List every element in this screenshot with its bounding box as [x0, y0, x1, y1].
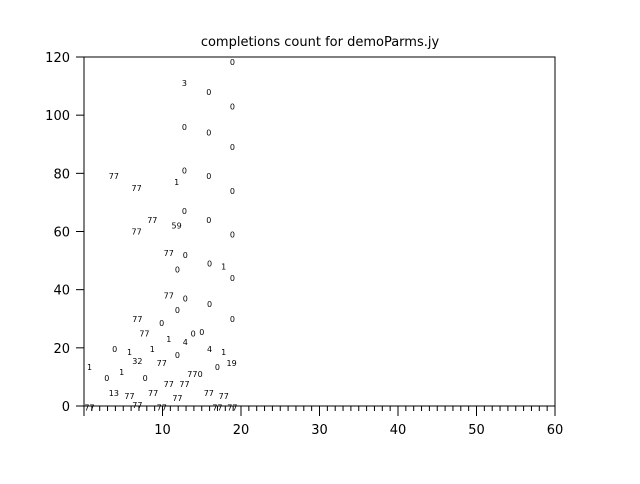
point-label: 77 [164, 291, 174, 300]
point-label: 1 [150, 345, 155, 354]
point-label: 0 [104, 374, 109, 383]
point-label: 77 [179, 380, 189, 389]
point-label: 77 [132, 184, 142, 193]
point-label: 0 [206, 216, 211, 225]
y-tick-label: 20 [53, 342, 70, 357]
point-label: 1 [221, 348, 226, 357]
point-label: 0 [230, 143, 235, 152]
point-label: 0 [175, 306, 180, 315]
point-label: 0 [206, 129, 211, 138]
point-label: 77 [132, 228, 142, 237]
point-label: 77 [132, 315, 142, 324]
x-tick-label: 60 [547, 423, 564, 438]
y-tick-label: 100 [45, 109, 70, 124]
point-label: 77 [147, 216, 157, 225]
point-label: 77 [227, 404, 237, 413]
point-label: 77 [219, 392, 229, 401]
point-label: 1 [127, 348, 132, 357]
point-label: 1 [174, 178, 179, 187]
y-tick-label: 120 [45, 51, 70, 66]
x-tick-label: 20 [233, 423, 250, 438]
point-label: 77 [172, 394, 182, 403]
y-tick-label: 80 [53, 167, 70, 182]
point-label: 59 [172, 222, 182, 231]
point-label: 0 [182, 207, 187, 216]
point-label: 1 [221, 262, 226, 271]
point-label: 1 [119, 368, 124, 377]
point-label: 0 [159, 319, 164, 328]
point-label: 0 [183, 251, 188, 260]
point-label: 1 [166, 335, 171, 344]
point-label: 77 [157, 404, 167, 413]
point-label: 0 [206, 172, 211, 181]
point-label: 0 [206, 88, 211, 97]
point-label: 32 [132, 357, 142, 366]
point-label: 77 [204, 389, 214, 398]
point-label: 1 [87, 363, 92, 372]
point-label: 0 [143, 374, 148, 383]
point-label: 0 [182, 166, 187, 175]
point-label: 0 [199, 328, 204, 337]
point-label: 0 [215, 363, 220, 372]
x-tick-label: 10 [154, 423, 171, 438]
x-tick-label: 30 [311, 423, 328, 438]
point-label: 77 [164, 380, 174, 389]
point-label: 3 [182, 79, 187, 88]
point-label: 0 [207, 259, 212, 268]
point-label: 0 [230, 58, 235, 67]
y-tick-label: 40 [53, 284, 70, 299]
point-label: 0 [230, 102, 235, 111]
point-label: 0 [207, 300, 212, 309]
point-label: 0 [230, 230, 235, 239]
point-label: 77 [139, 329, 149, 338]
point-label: 77 [124, 392, 134, 401]
point-label: 0 [230, 274, 235, 283]
x-tick-label: 40 [390, 423, 407, 438]
point-label: 77 [164, 249, 174, 258]
point-label: 0 [198, 370, 203, 379]
y-tick-label: 0 [62, 400, 70, 415]
point-label: 0 [183, 294, 188, 303]
point-label: 77 [132, 401, 142, 410]
chart-title: completions count for demoParms.jy [201, 35, 440, 50]
point-label: 77 [187, 370, 197, 379]
point-label: 19 [226, 359, 236, 368]
point-label: 0 [182, 123, 187, 132]
point-label: 77 [212, 404, 222, 413]
point-label: 0 [175, 351, 180, 360]
point-label: 77 [148, 389, 158, 398]
point-label: 4 [183, 338, 188, 347]
point-label: 0 [175, 265, 180, 274]
point-label: 0 [191, 329, 196, 338]
point-label: 4 [207, 345, 212, 354]
point-label: 77 [84, 404, 94, 413]
y-tick-label: 60 [53, 226, 70, 241]
point-label: 77 [157, 359, 167, 368]
x-tick-label: 50 [468, 423, 485, 438]
point-label: 0 [230, 315, 235, 324]
point-label: 77 [109, 172, 119, 181]
point-label: 0 [230, 187, 235, 196]
point-label: 0 [112, 345, 117, 354]
point-label: 13 [109, 389, 119, 398]
